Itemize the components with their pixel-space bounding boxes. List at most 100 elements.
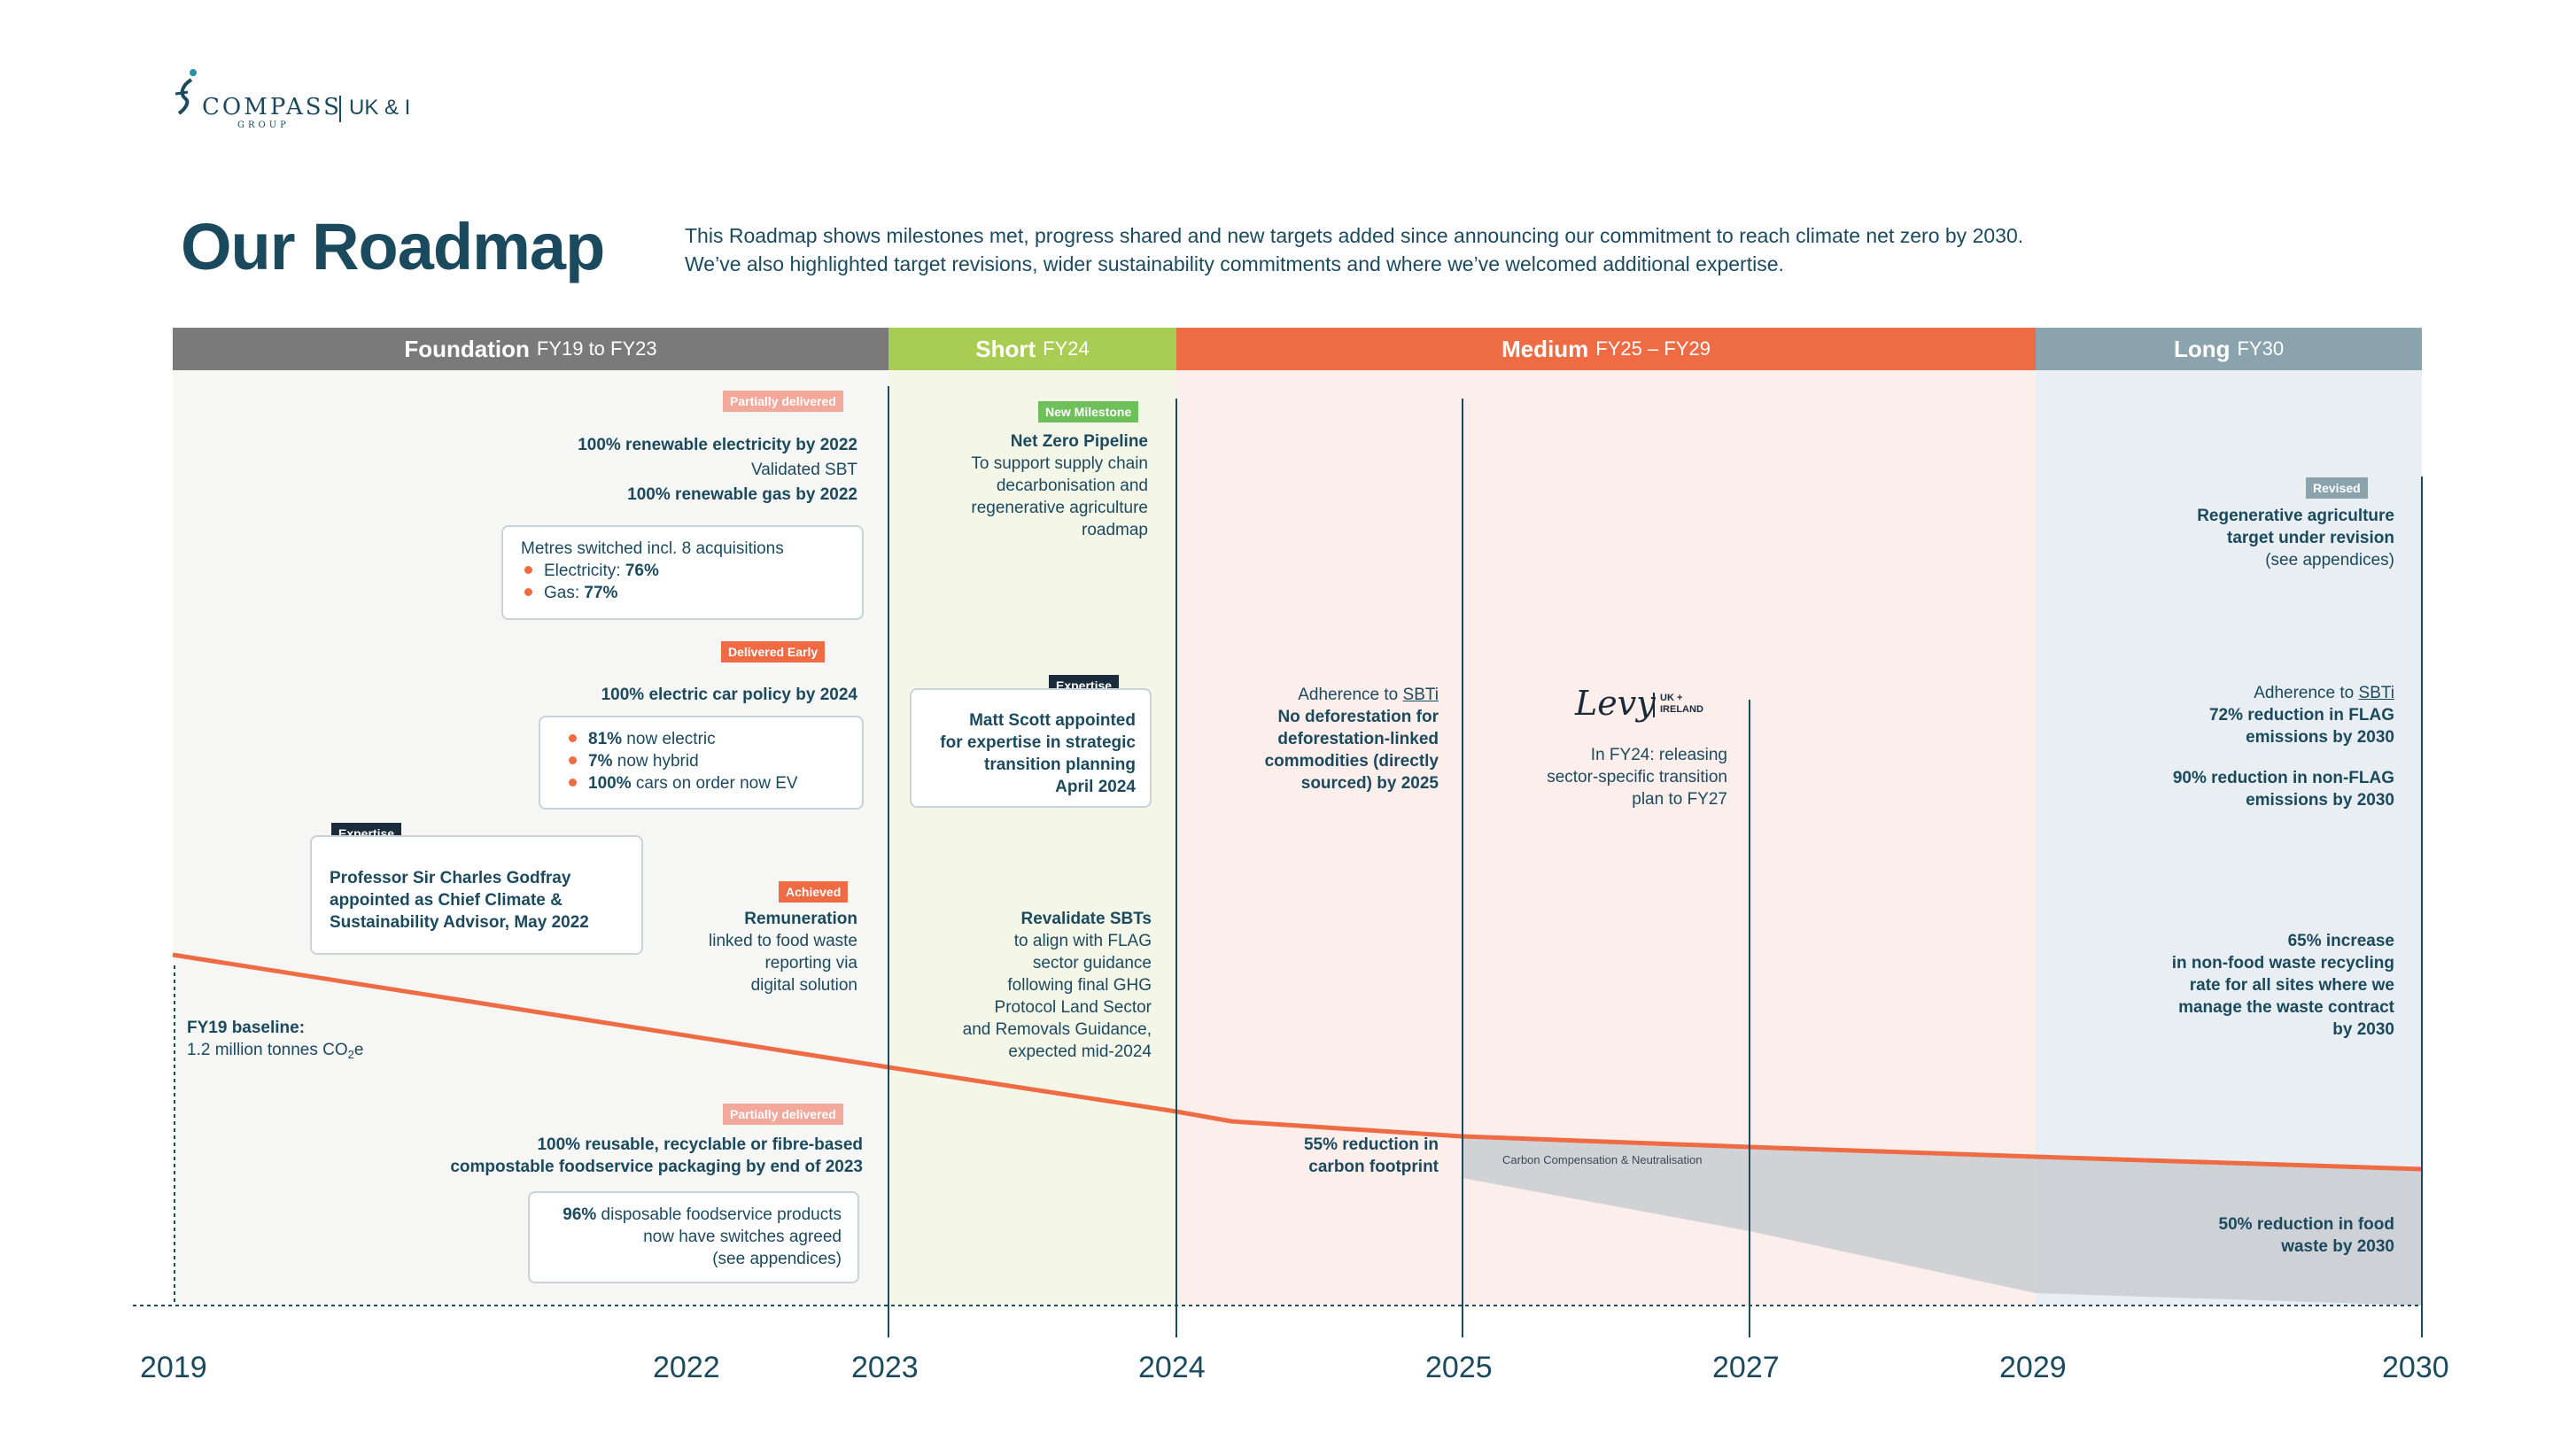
car-hybrid: 7% now hybrid — [565, 750, 844, 772]
metres-gas-value: 77% — [584, 584, 618, 602]
phase-short: Short FY24 — [888, 328, 1176, 370]
car-hybrid-text: now hybrid — [612, 752, 699, 771]
zone-long — [2036, 370, 2422, 1306]
regen-line-2: target under revision — [2227, 529, 2394, 547]
tag-partially-delivered-1: Partially delivered — [723, 391, 843, 412]
pipeline-line-2: decarbonisation and — [996, 477, 1148, 495]
levy-line-2: sector-specific transition — [1547, 768, 1727, 786]
year-label-2025: 2025 — [1425, 1351, 1493, 1384]
sbt-title: Revalidate SBTs — [1020, 910, 1152, 928]
waste-line-5: by 2030 — [2332, 1020, 2394, 1039]
metres-switched-box: Metres switched incl. 8 acquisitions Ele… — [501, 525, 864, 620]
phase-long: Long FY30 — [2036, 328, 2422, 370]
year-line-2030 — [2421, 477, 2423, 1337]
tag-partially-delivered-2: Partially delivered — [723, 1104, 843, 1125]
remuneration-block: Remuneration linked to food waste report… — [620, 908, 857, 996]
tag-delivered-early: Delivered Early — [721, 641, 826, 663]
metres-title: Metres switched incl. 8 acquisitions — [521, 539, 784, 558]
pipeline-line-1: To support supply chain — [971, 454, 1148, 473]
levy-wordmark: Levy — [1575, 684, 1656, 723]
scott-line-3: transition planning — [984, 755, 1136, 774]
tag-new-milestone: New Milestone — [1038, 401, 1139, 422]
car-electric: 81% now electric — [565, 728, 844, 750]
renewable-electricity-target: 100% renewable electricity by 2022 — [578, 436, 857, 454]
defor-line-2: deforestation-linked — [1277, 730, 1439, 748]
defor-line-3: commodities (directly — [1264, 752, 1439, 771]
metres-electricity: Electricity: 76% — [521, 560, 844, 582]
regen-ag-block: Regenerative agriculture target under re… — [2108, 505, 2394, 571]
zone-short — [888, 370, 1176, 1306]
sbt-line-6: expected mid-2024 — [1008, 1042, 1152, 1061]
phase-foundation: Foundation FY19 to FY23 — [173, 328, 888, 370]
levy-line-3: plan to FY27 — [1632, 790, 1727, 809]
sbti-link-long[interactable]: SBTi — [2358, 684, 2394, 702]
flag-line-2: emissions by 2030 — [2246, 728, 2394, 747]
car-ev-orders: 100% cars on order now EV — [565, 772, 844, 794]
remuneration-line-1: linked to food waste — [709, 932, 857, 950]
sbti-link[interactable]: SBTi — [1402, 686, 1439, 704]
packaging-box-text-1: disposable foodservice products — [596, 1205, 842, 1224]
phase-medium-range: FY25 – FY29 — [1595, 337, 1711, 360]
year-line-2024 — [1175, 399, 1177, 1337]
car-electric-text: now electric — [622, 730, 716, 748]
scott-box: Matt Scott appointed for expertise in st… — [910, 688, 1152, 808]
logo-group: GROUP — [237, 120, 290, 130]
phase-foundation-label: Foundation — [404, 335, 530, 362]
sbt-line-2: sector guidance — [1032, 954, 1152, 972]
waste-recycling-block: 65% increase in non-food waste recycling… — [2108, 930, 2394, 1041]
waste-line-1: 65% increase — [2287, 932, 2394, 950]
intro-text: This Roadmap shows milestones met, progr… — [685, 221, 2191, 278]
adherence-sbti-medium: Adherence to SBTi — [1214, 684, 1439, 706]
year-label-2030: 2030 — [2382, 1351, 2449, 1384]
phase-medium-label: Medium — [1501, 335, 1589, 362]
baseline-title: FY19 baseline: — [187, 1019, 306, 1037]
tag-revised: Revised — [2306, 477, 2368, 499]
levy-region: UK + IRELAND — [1660, 693, 1703, 715]
baseline-e: e — [353, 1041, 364, 1059]
regen-line-3: (see appendices) — [2265, 551, 2394, 570]
remuneration-line-3: digital solution — [750, 976, 857, 995]
remuneration-title: Remuneration — [744, 910, 857, 928]
baseline-text: 1.2 million tonnes CO — [187, 1041, 348, 1059]
carbon-footprint-block: 55% reduction in carbon footprint — [1240, 1134, 1439, 1178]
waste-line-3: rate for all sites where we — [2189, 976, 2394, 995]
metres-gas-label: Gas: — [544, 584, 585, 602]
validated-sbt: Validated SBT — [750, 461, 857, 479]
nonflag-line-1: 90% reduction in non-FLAG — [2172, 769, 2394, 787]
logo-divider — [339, 96, 341, 122]
scott-line-4: April 2024 — [1055, 778, 1136, 796]
carbon-line-2: carbon footprint — [1308, 1158, 1439, 1176]
levy-block: In FY24: releasing sector-specific trans… — [1506, 744, 1727, 810]
intro-line-2: We’ve also highlighted target revisions,… — [685, 252, 1784, 275]
year-label-2023: 2023 — [851, 1351, 919, 1384]
packaging-value: 96% — [563, 1205, 597, 1224]
pipeline-line-4: roadmap — [1082, 521, 1148, 539]
food-line-1: 50% reduction in food — [2218, 1215, 2394, 1234]
metres-gas: Gas: 77% — [521, 582, 844, 604]
pipeline-title: Net Zero Pipeline — [1010, 432, 1148, 451]
sbt-line-4: Protocol Land Sector — [994, 998, 1152, 1017]
waste-line-2: in non-food waste recycling — [2171, 954, 2394, 972]
car-electric-value: 81% — [588, 730, 623, 748]
metres-elec-label: Electricity: — [544, 562, 625, 580]
phase-short-label: Short — [975, 335, 1036, 362]
pipeline-line-3: regenerative agriculture — [971, 499, 1148, 517]
logo-region: UK & I — [349, 96, 411, 120]
electric-car-policy: 100% electric car policy by 2024 — [601, 686, 857, 704]
tag-achieved: Achieved — [779, 881, 849, 903]
year-line-2027 — [1749, 700, 1750, 1337]
renewable-gas-target: 100% renewable gas by 2022 — [627, 485, 857, 504]
year-line-2023 — [888, 386, 889, 1337]
phase-short-range: FY24 — [1043, 337, 1090, 360]
sbt-line-3: following final GHG — [1007, 976, 1152, 995]
car-stats-box: 81% now electric 7% now hybrid 100% cars… — [539, 716, 864, 810]
defor-line-1: No deforestation for — [1277, 708, 1439, 726]
sbt-line-1: to align with FLAG — [1013, 932, 1152, 950]
packaging-box-line-1: 96% disposable foodservice products — [546, 1204, 842, 1226]
packaging-line-2: compostable foodservice packaging by end… — [450, 1158, 863, 1176]
baseline-block: FY19 baseline: 1.2 million tonnes CO2e — [187, 1017, 453, 1065]
year-line-2025 — [1462, 399, 1463, 1337]
levy-divider — [1653, 693, 1655, 717]
levy-line-1: In FY24: releasing — [1590, 746, 1727, 764]
packaging-line-1: 100% reusable, recyclable or fibre-based — [537, 1135, 863, 1154]
